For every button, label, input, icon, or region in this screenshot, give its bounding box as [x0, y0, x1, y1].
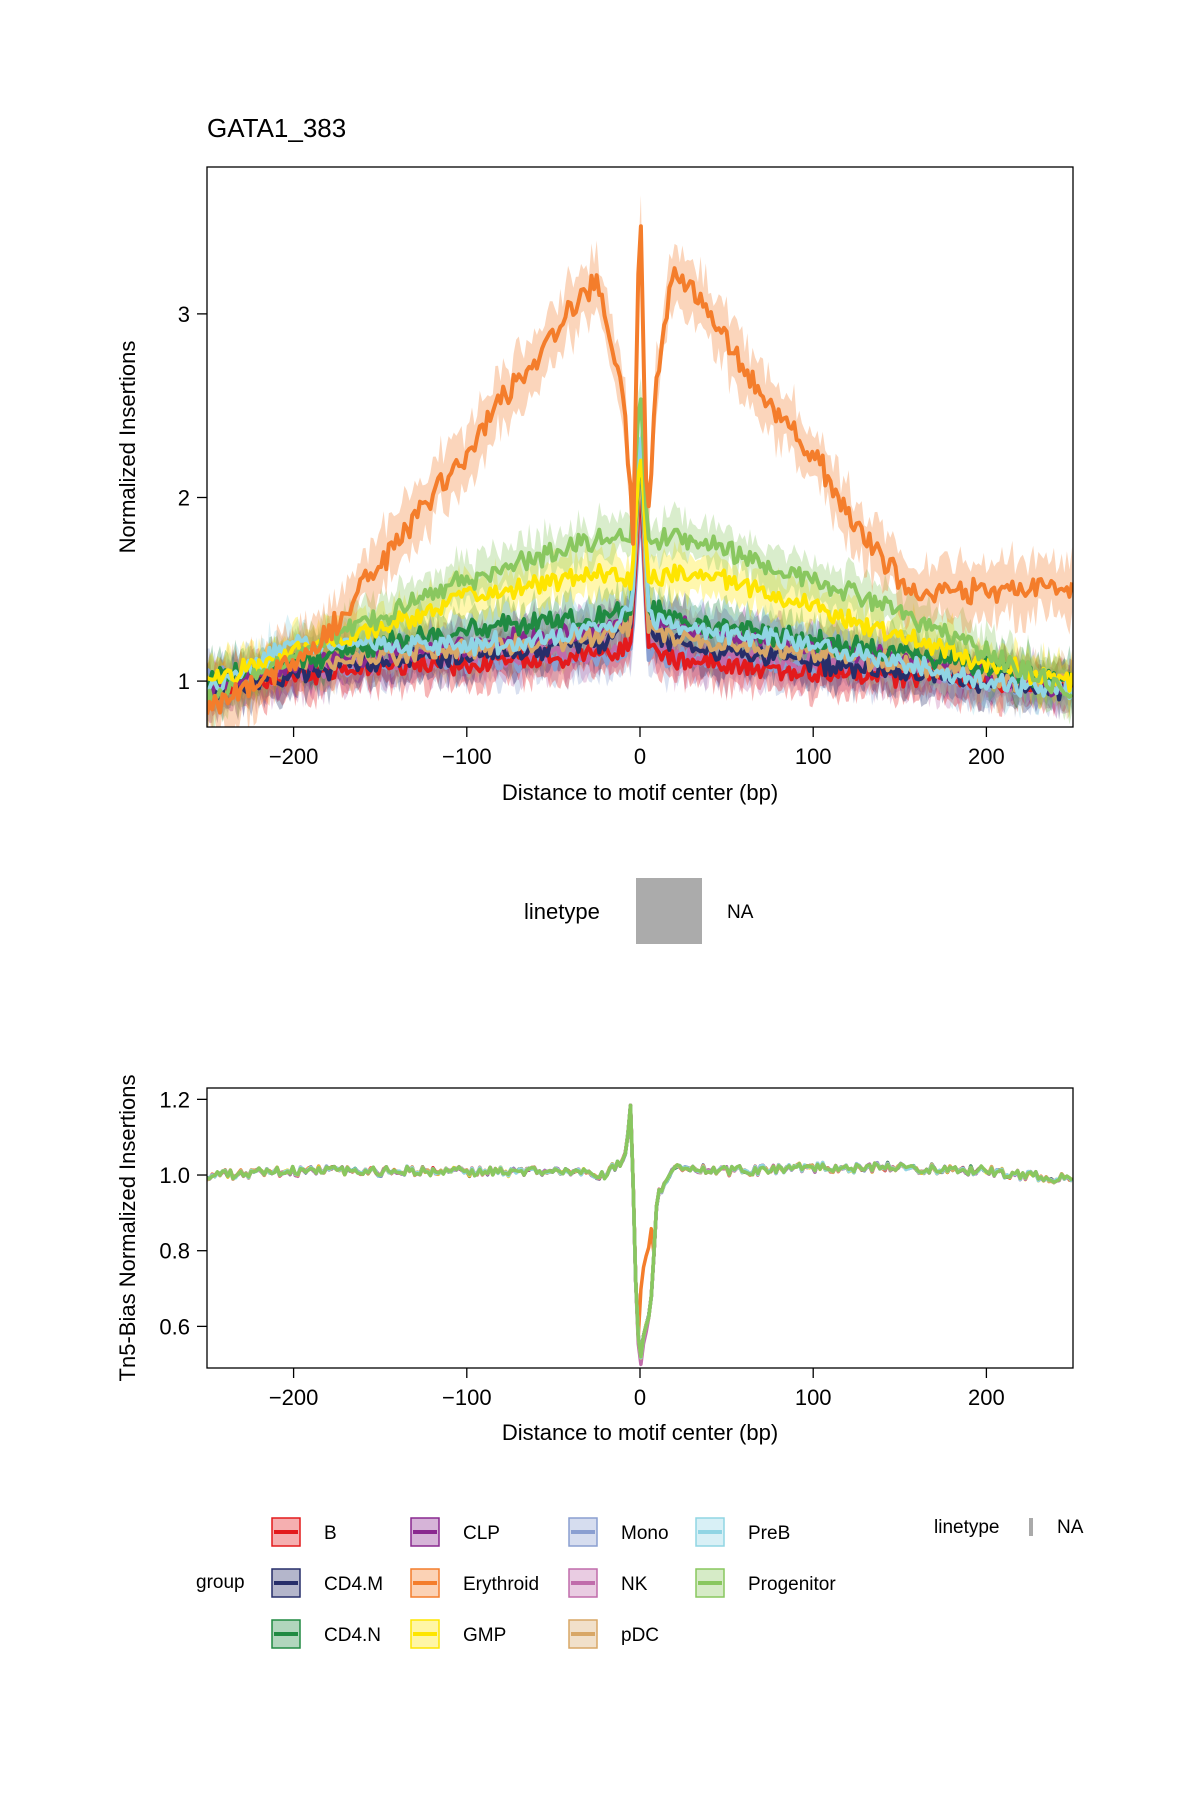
bottom-x-axis-label: Distance to motif center (bp)	[502, 1420, 778, 1445]
bottom-y-tick-label: 0.6	[159, 1314, 190, 1339]
series-line-progenitor	[207, 397, 1073, 712]
top-y-tick-label: 3	[178, 302, 190, 327]
bottom-chart: −200 −100 0 100 200 0.6 0.8 1.0 1.2 Distance to…	[115, 1075, 1074, 1445]
bottom-y-tick-label: 1.0	[159, 1163, 190, 1188]
legend-label-gmp: GMP	[463, 1625, 506, 1646]
bottom-y-tick-label: 1.2	[159, 1087, 190, 1112]
legend-label-nk: NK	[621, 1574, 648, 1595]
legend-linetype-value: NA	[1057, 1517, 1084, 1538]
bottom-x-tick-label: 0	[634, 1385, 646, 1410]
legend-label-b: B	[324, 1523, 337, 1544]
top-x-tick-label: −100	[442, 744, 492, 769]
series-line-gmp	[207, 458, 1073, 693]
top-x-tick-label: −200	[269, 744, 319, 769]
bottom-y-axis: 0.6 0.8 1.0 1.2	[159, 1087, 207, 1339]
legend-label-clp: CLP	[463, 1523, 500, 1544]
legend-label-cd4-n: CD4.N	[324, 1625, 381, 1646]
legend-item-cd4-n: CD4.N	[271, 1619, 381, 1649]
top-x-axis-label: Distance to motif center (bp)	[502, 780, 778, 805]
bottom-x-tick-label: −200	[269, 1385, 319, 1410]
linetype-key	[636, 878, 702, 944]
legend-item-b: B	[271, 1517, 337, 1547]
top-x-tick-label: 200	[968, 744, 1005, 769]
series-line-erythroid	[207, 224, 1073, 715]
top-y-tick-label: 2	[178, 485, 190, 510]
chart-title: GATA1_383	[207, 113, 346, 143]
legend-item-cd4-m: CD4.M	[271, 1568, 383, 1598]
bias-line-progenitor	[207, 1103, 1073, 1359]
bottom-x-tick-label: −100	[442, 1385, 492, 1410]
top-linetype-title: linetype	[524, 899, 600, 924]
bias-line-erythroid	[207, 1105, 1073, 1339]
top-y-axis-label: Normalized Insertions	[115, 341, 140, 554]
legend-linetype-title: linetype	[934, 1517, 1000, 1538]
top-linetype-legend: linetype NA	[524, 878, 754, 944]
top-x-axis: −200 −100 0 100 200	[269, 727, 1005, 769]
legend-label-pdc: pDC	[621, 1625, 659, 1646]
legend-label-erythroid: Erythroid	[463, 1574, 539, 1595]
bottom-lines	[207, 1103, 1073, 1367]
bottom-x-tick-label: 100	[795, 1385, 832, 1410]
bottom-x-tick-label: 200	[968, 1385, 1005, 1410]
top-y-tick-label: 1	[178, 669, 190, 694]
legend-item-erythroid: Erythroid	[410, 1568, 539, 1598]
top-lines	[207, 224, 1073, 715]
bottom-y-tick-label: 0.8	[159, 1239, 190, 1264]
legend-item-mono: Mono	[568, 1517, 669, 1547]
legend-item-pdc: pDC	[568, 1619, 659, 1649]
legend-label-cd4-m: CD4.M	[324, 1574, 383, 1595]
top-chart: GATA1_383 −200 −100 0 100 200 1 2 3 Distance t…	[115, 113, 1074, 805]
bottom-y-axis-label: Tn5-Bias Normalized Insertions	[115, 1075, 140, 1382]
group-legend: group linetype NA B CD4.M CD4.N CLP Erythroi…	[196, 1517, 1084, 1649]
legend-item-progenitor: Progenitor	[695, 1568, 836, 1598]
legend-group-title: group	[196, 1572, 245, 1593]
legend-item-preb: PreB	[695, 1517, 790, 1547]
top-x-tick-label: 0	[634, 744, 646, 769]
top-x-tick-label: 100	[795, 744, 832, 769]
top-y-axis: 1 2 3	[178, 302, 207, 694]
bottom-x-axis: −200 −100 0 100 200	[269, 1368, 1005, 1410]
legend-item-gmp: GMP	[410, 1619, 506, 1649]
top-linetype-value: NA	[727, 902, 754, 923]
legend-item-clp: CLP	[410, 1517, 500, 1547]
legend-item-nk: NK	[568, 1568, 648, 1598]
legend-label-preb: PreB	[748, 1523, 790, 1544]
legend-label-progenitor: Progenitor	[748, 1574, 836, 1595]
legend-label-mono: Mono	[621, 1523, 669, 1544]
legend-linetype-key	[1029, 1518, 1033, 1536]
